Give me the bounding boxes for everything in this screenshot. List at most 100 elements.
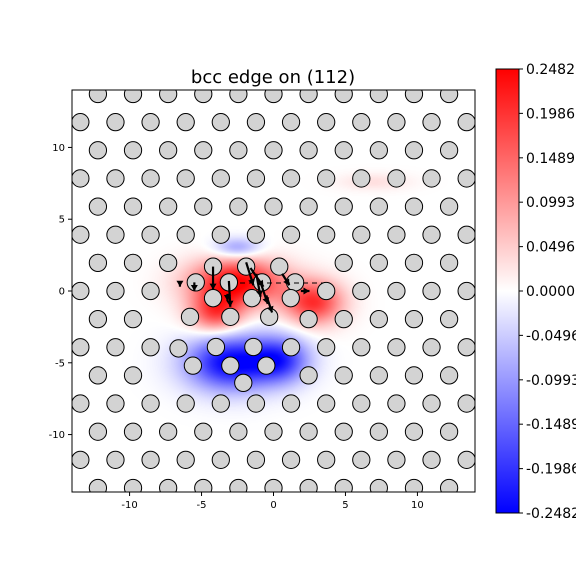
x-tick: 10 — [411, 492, 424, 511]
lattice-atom — [422, 113, 441, 132]
lattice-atom — [229, 141, 248, 160]
lattice-atom — [88, 422, 108, 441]
lattice-atom — [88, 310, 108, 329]
lattice-atom — [246, 113, 266, 132]
lattice-atom — [106, 281, 125, 301]
lattice-atom — [246, 450, 266, 469]
lattice-atom — [476, 142, 493, 159]
core-atom — [244, 337, 263, 357]
colorbar-tick: 0.1489 — [519, 151, 575, 167]
core-atom — [221, 356, 240, 375]
lattice-atom — [159, 422, 178, 441]
lattice-atom — [211, 225, 230, 244]
lattice-atom — [369, 141, 388, 160]
lattice-atom — [404, 197, 424, 216]
lattice-atom — [299, 90, 318, 104]
lattice-atom — [476, 367, 493, 384]
lattice-atom — [299, 310, 318, 329]
lattice-atom — [123, 366, 143, 385]
lattice-atom — [159, 90, 178, 104]
lattice-atom — [54, 254, 71, 271]
lattice-atom — [387, 169, 406, 188]
colorbar-tick: -0.1489 — [519, 417, 576, 433]
core-atom — [206, 337, 226, 357]
lattice-atom — [194, 197, 213, 216]
lattice-atom — [457, 169, 475, 188]
lattice-atom — [141, 113, 160, 132]
lattice-atom — [211, 450, 230, 469]
svg-text:10: 10 — [52, 143, 65, 154]
core-atom — [180, 307, 200, 326]
lattice-atom — [457, 113, 475, 132]
lattice-atom — [387, 113, 406, 132]
lattice-atom — [334, 90, 353, 104]
lattice-atom — [88, 253, 108, 272]
lattice-atom — [194, 141, 213, 160]
lattice-atom — [334, 478, 353, 492]
lattice-atom — [229, 197, 248, 216]
lattice-atom — [317, 113, 336, 132]
core-atom — [257, 356, 276, 375]
core-atom — [281, 289, 300, 308]
x-tick: -5 — [197, 492, 207, 511]
y-tick: 0 — [59, 287, 72, 298]
lattice-atom — [457, 394, 475, 413]
lattice-atom — [211, 113, 230, 132]
lattice-atom — [88, 478, 108, 492]
lattice-atom — [369, 253, 388, 272]
lattice-atom — [281, 450, 301, 469]
lattice-atom — [352, 169, 371, 188]
lattice-atom — [229, 478, 248, 492]
displacement-arrow — [245, 261, 255, 286]
svg-text:0.0000: 0.0000 — [526, 284, 575, 300]
lattice-atom — [264, 422, 283, 441]
lattice-atom — [299, 366, 318, 385]
lattice-atom — [334, 141, 353, 160]
svg-text:-0.2482: -0.2482 — [526, 506, 576, 522]
lattice-atom — [264, 141, 283, 160]
lattice-atom — [123, 197, 143, 216]
svg-text:0: 0 — [270, 500, 276, 511]
colorbar-tick: -0.0993 — [519, 373, 576, 389]
lattice-atom — [439, 197, 459, 216]
x-tick: 0 — [270, 492, 277, 511]
lattice-atom — [246, 169, 266, 188]
colorbar-tick: 0.2482 — [519, 62, 575, 78]
displacement-arrow — [300, 287, 310, 295]
svg-text:5: 5 — [342, 500, 348, 511]
colorbar-tick: -0.0496 — [519, 328, 576, 344]
core-atom — [169, 339, 188, 358]
core-atom — [186, 273, 205, 292]
lattice-atom — [334, 310, 353, 329]
lattice-atom — [211, 169, 230, 188]
lattice-atom — [422, 450, 441, 469]
lattice-atom — [476, 479, 493, 496]
lattice-atom — [334, 366, 353, 385]
lattice-atom — [352, 338, 371, 357]
lattice-atom — [439, 366, 459, 385]
lattice-atom — [106, 450, 125, 469]
lattice-atom — [476, 254, 493, 271]
lattice-atom — [141, 450, 160, 469]
lattice-atom — [422, 225, 441, 244]
svg-text:-0.1489: -0.1489 — [526, 417, 576, 433]
lattice-atom — [317, 338, 336, 357]
svg-text:-0.0993: -0.0993 — [526, 373, 576, 389]
lattice-atom — [123, 478, 143, 492]
lattice-atom — [439, 141, 459, 160]
lattice-atom — [88, 197, 108, 216]
colorbar-tick: -0.1986 — [519, 462, 576, 478]
lattice-atom — [106, 169, 125, 188]
svg-text:-5: -5 — [55, 358, 65, 369]
lattice-atom — [281, 169, 301, 188]
lattice-atom — [72, 281, 90, 301]
core-atom — [183, 356, 203, 375]
lattice-atom — [439, 310, 459, 329]
displacement-arrow — [223, 293, 231, 302]
lattice-atom — [439, 90, 459, 104]
lattice-atom — [141, 169, 160, 188]
lattice-atom — [352, 225, 371, 244]
displacement-arrow — [226, 280, 234, 307]
lattice-atom — [317, 225, 336, 244]
